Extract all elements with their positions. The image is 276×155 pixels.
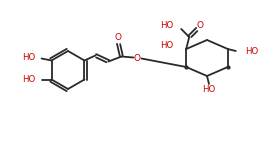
Text: HO: HO xyxy=(245,46,258,55)
Text: O: O xyxy=(134,54,141,63)
Text: HO: HO xyxy=(160,42,173,51)
Text: O: O xyxy=(115,33,122,42)
Text: HO: HO xyxy=(22,53,36,62)
Text: HO: HO xyxy=(22,75,36,84)
Text: HO: HO xyxy=(202,86,216,95)
Text: HO: HO xyxy=(160,22,173,31)
Text: O: O xyxy=(197,20,204,29)
